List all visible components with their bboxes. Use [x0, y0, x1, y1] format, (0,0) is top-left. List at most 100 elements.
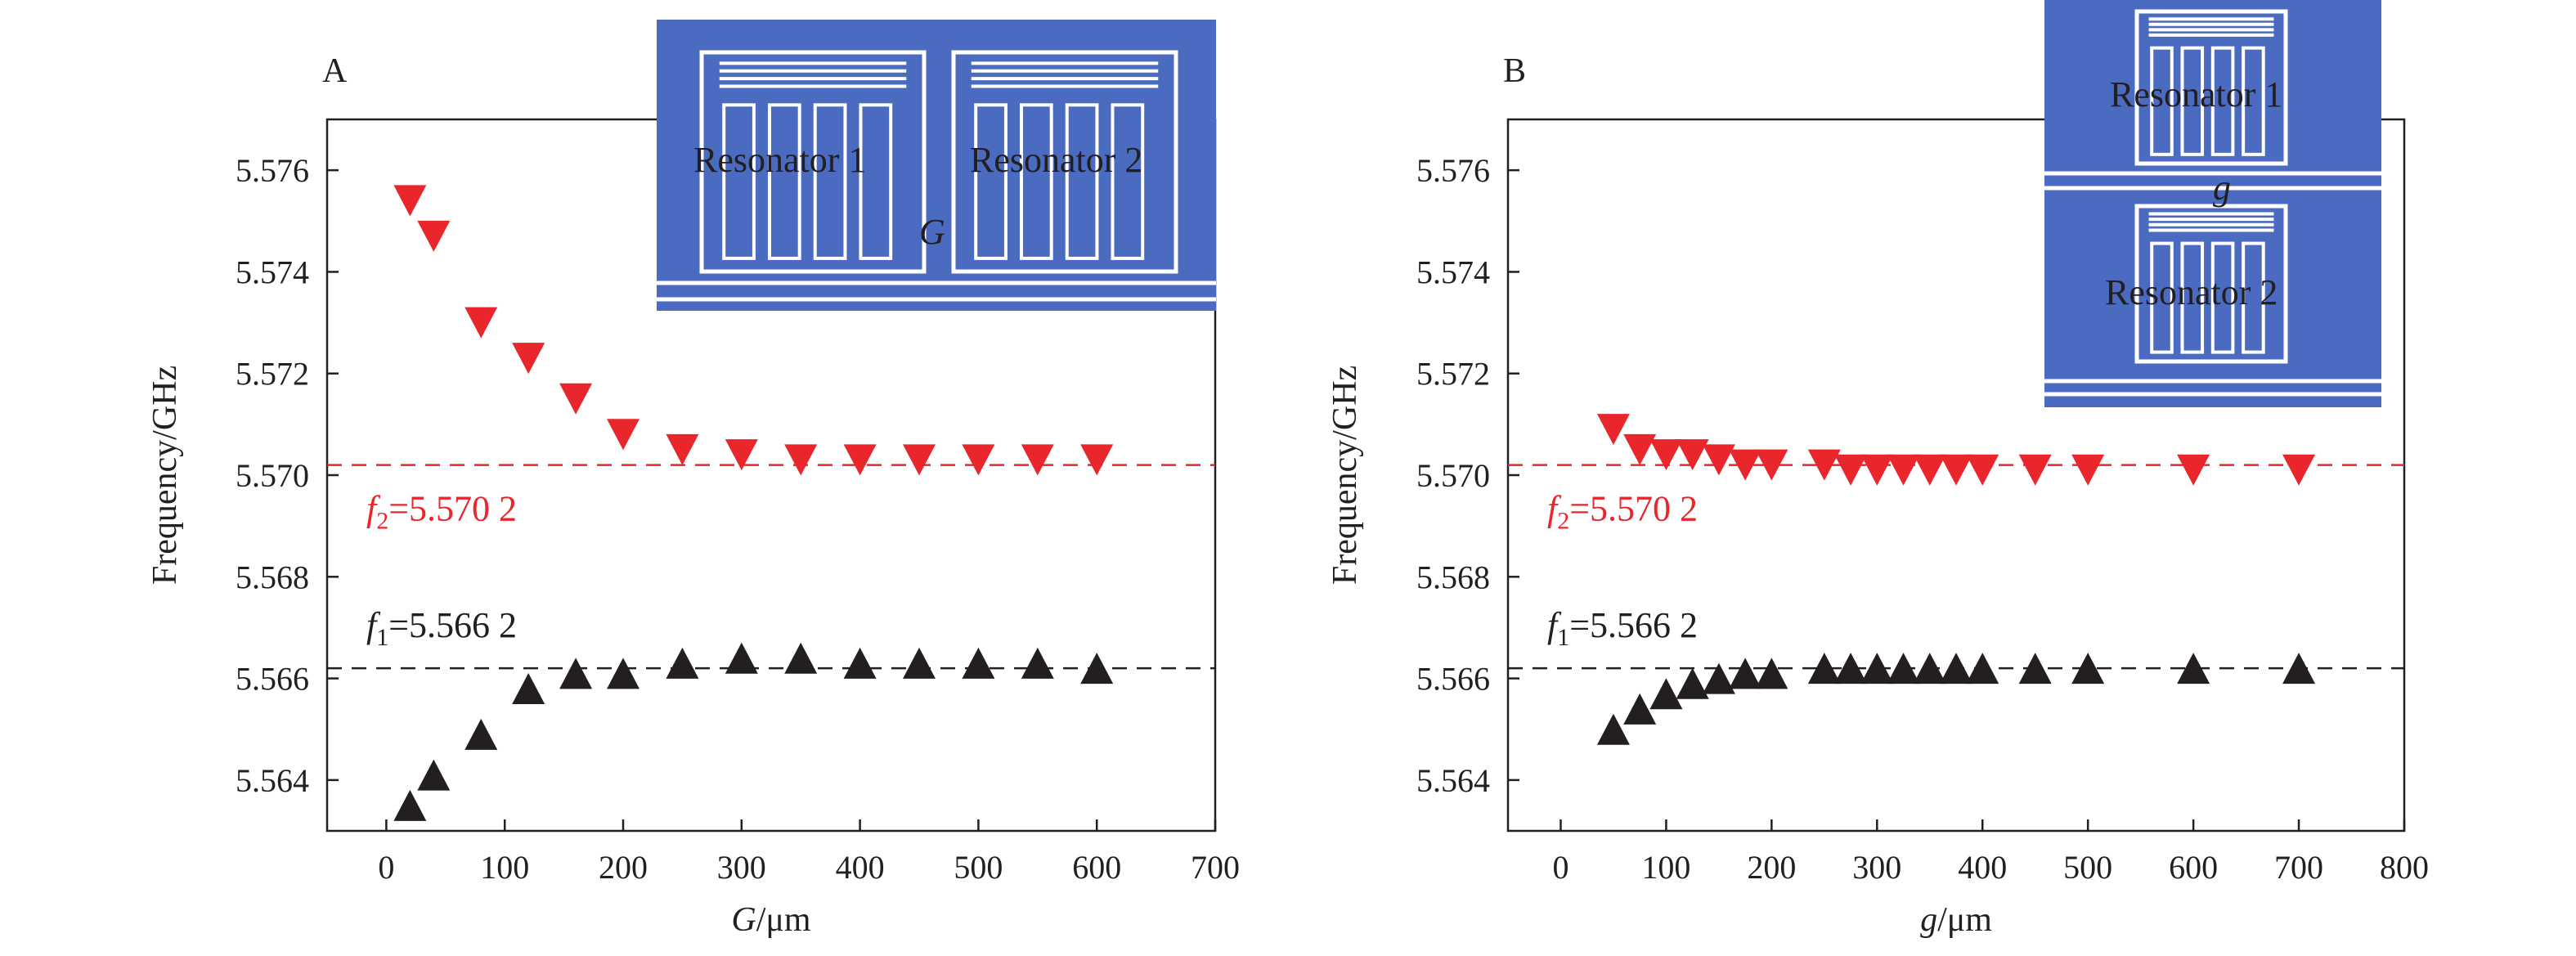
x-tick-label: 400: [836, 849, 885, 886]
x-tick-label: 400: [1958, 849, 2007, 886]
data-point-f2: [1887, 454, 1920, 486]
data-point-f2: [1940, 454, 1972, 486]
data-point-f1: [843, 647, 877, 679]
meander-finger: [2210, 241, 2235, 354]
resonator-outline: [699, 50, 927, 274]
data-point-f1: [1913, 653, 1946, 684]
gap-label: G: [919, 212, 945, 252]
data-point-f2: [1807, 449, 1841, 481]
data-point-f1: [559, 658, 593, 689]
x-tick-label: 200: [599, 849, 648, 886]
y-tick-label: 5.572: [236, 356, 309, 393]
data-point-f1: [1729, 658, 1762, 689]
meander-finger: [1111, 103, 1145, 260]
data-point-f1: [1649, 678, 1683, 710]
data-point-f1: [1676, 667, 1709, 699]
reference-value: =5.570 2: [1569, 489, 1698, 529]
reference-label-f1: f1=5.566 2: [366, 605, 517, 651]
y-tick-label: 5.570: [1416, 457, 1490, 494]
resonator-outline: [2134, 9, 2288, 166]
reference-value: =5.570 2: [388, 489, 517, 529]
data-point-f1: [1940, 653, 1972, 684]
y-tick-label: 5.568: [236, 559, 309, 595]
meander-finger: [974, 103, 1008, 260]
x-tick-label: 700: [2274, 849, 2323, 886]
meander-finger: [859, 103, 893, 260]
data-point-f1: [1755, 658, 1788, 689]
data-point-f2: [666, 433, 699, 465]
data-point-f1: [2018, 653, 2052, 684]
x-tick-label: 300: [717, 849, 766, 886]
reference-subscript: 1: [1557, 624, 1569, 651]
data-point-f2: [607, 419, 640, 451]
x-tick-label: 600: [1072, 849, 1121, 886]
reference-value: =5.566 2: [1569, 605, 1698, 645]
reference-label-f2: f2=5.570 2: [366, 489, 517, 535]
meander-finger: [2150, 46, 2174, 156]
data-point-f2: [784, 444, 818, 476]
reference-label-f1: f1=5.566 2: [1547, 605, 1698, 651]
data-point-f2: [1649, 439, 1683, 471]
y-tick-label: 5.576: [236, 152, 309, 189]
x-tick-label: 500: [954, 849, 1003, 886]
x-axis-label-unit: /μm: [756, 901, 811, 939]
panel-letter: A: [322, 52, 348, 90]
y-tick-label: 5.564: [236, 762, 309, 799]
data-point-f1: [903, 647, 936, 679]
data-point-f1: [1860, 653, 1894, 684]
data-point-f1: [784, 642, 818, 674]
data-point-f1: [512, 673, 545, 704]
meander-finger: [2150, 241, 2174, 354]
meander-finger: [2242, 241, 2265, 354]
data-point-f1: [1080, 653, 1114, 684]
data-point-f2: [2018, 454, 2052, 486]
resonator-2-label: Resonator 2: [2105, 272, 2278, 312]
x-tick-label: 100: [1641, 849, 1690, 886]
meander-finger: [2210, 46, 2235, 156]
data-point-f1: [2282, 653, 2316, 684]
data-point-f2: [1080, 444, 1114, 476]
resonator-2: [2134, 204, 2288, 364]
resonator-1-label: Resonator 1: [2110, 74, 2282, 114]
data-point-f2: [1913, 454, 1946, 486]
data-point-f1: [607, 658, 640, 689]
reference-value: =5.566 2: [388, 605, 517, 645]
data-point-f2: [843, 444, 877, 476]
data-point-f2: [1596, 414, 1630, 446]
data-point-f2: [2177, 454, 2210, 486]
data-point-f1: [1807, 653, 1841, 684]
x-axis-label-variable: G: [731, 901, 756, 939]
data-point-f2: [1834, 454, 1868, 486]
data-point-f2: [962, 444, 995, 476]
meander-finger: [2180, 46, 2205, 156]
panel-letter: B: [1503, 52, 1526, 90]
data-point-f2: [393, 185, 427, 217]
data-point-f2: [903, 444, 936, 476]
data-point-f1: [2177, 653, 2210, 684]
data-point-f2: [559, 383, 593, 415]
data-point-f1: [1021, 647, 1054, 679]
resonator-2: [951, 50, 1178, 274]
meander-finger: [1019, 103, 1053, 260]
resonator-inset: Resonator 1 Resonator 2 G: [657, 20, 1216, 311]
gap-label: g: [2213, 168, 2231, 208]
data-point-f2: [1702, 444, 1735, 476]
y-tick-label: 5.574: [1416, 254, 1490, 290]
data-point-f1: [464, 718, 498, 750]
resonator-outline: [2134, 204, 2288, 364]
meander-finger: [1065, 103, 1099, 260]
y-tick-label: 5.568: [1416, 559, 1490, 595]
data-point-f1: [1887, 653, 1920, 684]
x-tick-label: 100: [480, 849, 529, 886]
meander-finger: [2242, 46, 2265, 156]
panel-b: B 5.564 5.566 5.568 5.570 5.572 5.574 5.576 0 100…: [1326, 0, 2429, 939]
data-point-f1: [393, 789, 427, 821]
data-point-f2: [2071, 454, 2105, 486]
resonator-inset: Resonator 1 Resonator 2 g: [2044, 0, 2381, 407]
data-point-f2: [1021, 444, 1054, 476]
data-point-f1: [1623, 693, 1657, 725]
data-point-f1: [1596, 713, 1630, 745]
data-point-f2: [725, 439, 758, 471]
y-tick-label: 5.566: [1416, 661, 1490, 698]
